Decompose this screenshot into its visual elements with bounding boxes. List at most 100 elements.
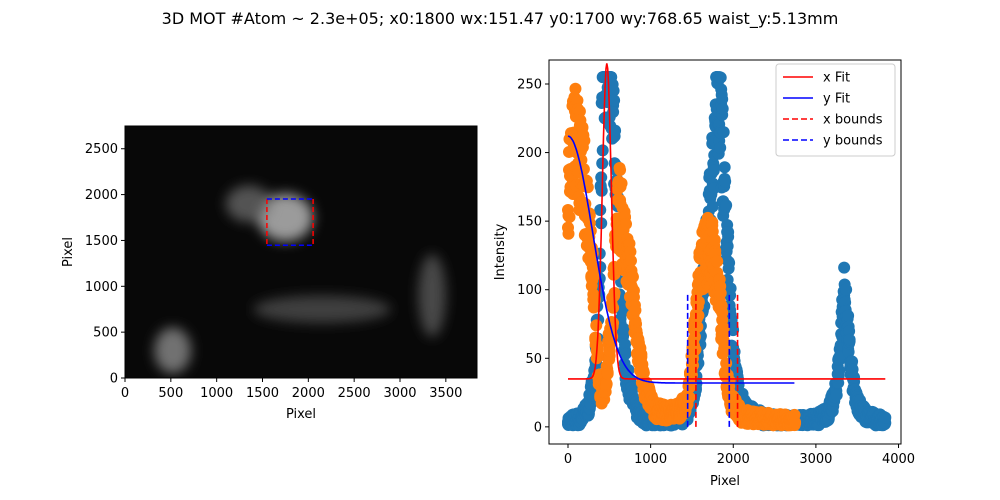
scatter-point-y-profile — [578, 134, 591, 147]
scatter-point-x-profile — [619, 338, 632, 351]
image-feature-streak — [418, 254, 446, 337]
scatter-point-y-profile — [718, 341, 731, 354]
scatter-point-y-profile — [629, 304, 642, 317]
scatter-point-y-profile — [600, 378, 613, 391]
image-x-tick-label: 500 — [158, 386, 183, 401]
image-y-axis-label: Pixel — [61, 237, 76, 267]
scatter-point-y-profile — [686, 359, 699, 372]
scatter-point-y-profile — [789, 416, 802, 429]
scatter-point-x-profile — [838, 261, 851, 274]
scatter-point-y-profile — [720, 357, 733, 370]
scatter-point-y-profile — [691, 320, 704, 333]
image-feature-streak — [253, 295, 391, 323]
profile-y-tick-label: 50 — [525, 352, 542, 367]
image-x-tick-label: 2500 — [338, 386, 371, 401]
scatter-point-y-profile — [569, 82, 582, 95]
scatter-point-x-profile — [619, 347, 632, 360]
scatter-point-y-profile — [626, 270, 639, 283]
scatter-point-y-profile — [571, 94, 584, 107]
profile-y-tick-label: 0 — [534, 420, 542, 435]
scatter-point-x-profile — [830, 389, 843, 402]
scatter-point-y-profile — [624, 245, 637, 258]
figure-suptitle: 3D MOT #Atom ~ 2.3e+05; x0:1800 wx:151.4… — [162, 9, 839, 29]
scatter-point-x-profile — [720, 199, 733, 212]
scatter-layer — [562, 71, 892, 432]
fit-line-y-fit — [567, 135, 795, 384]
scatter-point-y-profile — [614, 163, 627, 176]
fit-line-layer — [567, 63, 886, 427]
profile-y-tick-label: 150 — [517, 215, 542, 230]
profile-axes-frame — [548, 59, 902, 445]
image-y-tick-label: 1000 — [85, 280, 118, 295]
scatter-point-x-profile — [722, 226, 735, 239]
scatter-point-x-profile — [879, 411, 892, 424]
image-x-tick-label: 0 — [121, 386, 129, 401]
scatter-point-x-profile — [714, 71, 727, 84]
scatter-point-y-profile — [591, 344, 604, 357]
image-x-tick-label: 1500 — [246, 386, 279, 401]
scatter-point-y-profile — [637, 366, 650, 379]
image-x-tick-label: 1000 — [200, 386, 233, 401]
scatter-point-y-profile — [601, 367, 614, 380]
image-y-tick-label: 0 — [110, 372, 118, 387]
profile-x-tick-label: 4000 — [882, 452, 915, 467]
scatter-point-y-profile — [717, 322, 730, 335]
scatter-point-x-profile — [718, 161, 731, 174]
roi-box — [124, 125, 478, 379]
profile-x-axis-label: Pixel — [710, 474, 740, 489]
scatter-point-y-profile — [563, 211, 576, 224]
image-y-tick-label: 2000 — [85, 188, 118, 203]
scatter-point-y-profile — [590, 319, 603, 332]
scatter-point-y-profile — [683, 391, 696, 404]
scatter-point-y-profile — [624, 254, 637, 267]
scatter-point-x-profile — [608, 94, 621, 107]
image-y-tick-label: 500 — [93, 326, 118, 341]
profile-x-tick-label: 1000 — [634, 452, 667, 467]
profile-x-tick-label: 0 — [564, 452, 572, 467]
scatter-point-x-profile — [594, 204, 607, 217]
scatter-point-y-profile — [692, 309, 705, 322]
legend-label: x bounds — [823, 113, 883, 128]
scatter-point-y-profile — [588, 269, 601, 282]
profile-y-tick-label: 200 — [517, 146, 542, 161]
scatter-point-x-profile — [842, 345, 855, 358]
scatter-point-y-profile — [692, 295, 705, 308]
scatter-point-x-profile — [707, 164, 720, 177]
scatter-point-x-profile — [843, 333, 856, 346]
scatter-point-y-profile — [588, 294, 601, 307]
legend-box — [775, 63, 896, 157]
scatter-point-x-profile — [848, 371, 861, 384]
fit-line-x-fit — [568, 63, 886, 380]
scatter-point-x-profile — [842, 309, 855, 322]
scatter-point-y-profile — [607, 301, 620, 314]
scatter-point-x-profile — [716, 102, 729, 115]
legend-label: y bounds — [823, 134, 883, 149]
image-x-tick-label: 3000 — [383, 386, 416, 401]
image-y-tick-label: 2500 — [85, 142, 118, 157]
image-feature-blob — [225, 185, 272, 223]
profile-y-axis-label: Intensity — [493, 223, 508, 280]
legend-label: y Fit — [823, 92, 850, 107]
scatter-point-x-profile — [724, 282, 737, 295]
image-features — [154, 185, 446, 374]
legend: x Fit y Fit x bounds y bounds — [775, 63, 896, 157]
scatter-point-x-profile — [840, 283, 853, 296]
scatter-point-y-profile — [620, 218, 633, 231]
profile-y-tick-label: 100 — [517, 283, 542, 298]
scatter-point-x-profile — [721, 240, 734, 253]
image-feature-blob — [257, 193, 313, 242]
scatter-point-y-profile — [714, 287, 727, 300]
profile-x-tick-label: 2000 — [717, 452, 750, 467]
scatter-point-y-profile — [708, 233, 721, 246]
scatter-point-x-profile — [595, 171, 608, 184]
profile-panel: 0 1000 2000 3000 4000 0 50 100 150 200 250 Pixel I… — [493, 59, 915, 489]
profile-axis-ticks: 0 1000 2000 3000 4000 0 50 100 150 200 250 — [517, 78, 915, 468]
image-x-axis-label: Pixel — [286, 407, 316, 422]
scatter-point-x-profile — [706, 200, 719, 213]
scatter-point-x-profile — [607, 84, 620, 97]
profile-x-tick-label: 3000 — [799, 452, 832, 467]
scatter-point-x-profile — [719, 175, 732, 188]
scatter-point-x-profile — [723, 256, 736, 269]
scatter-point-x-profile — [609, 124, 622, 137]
